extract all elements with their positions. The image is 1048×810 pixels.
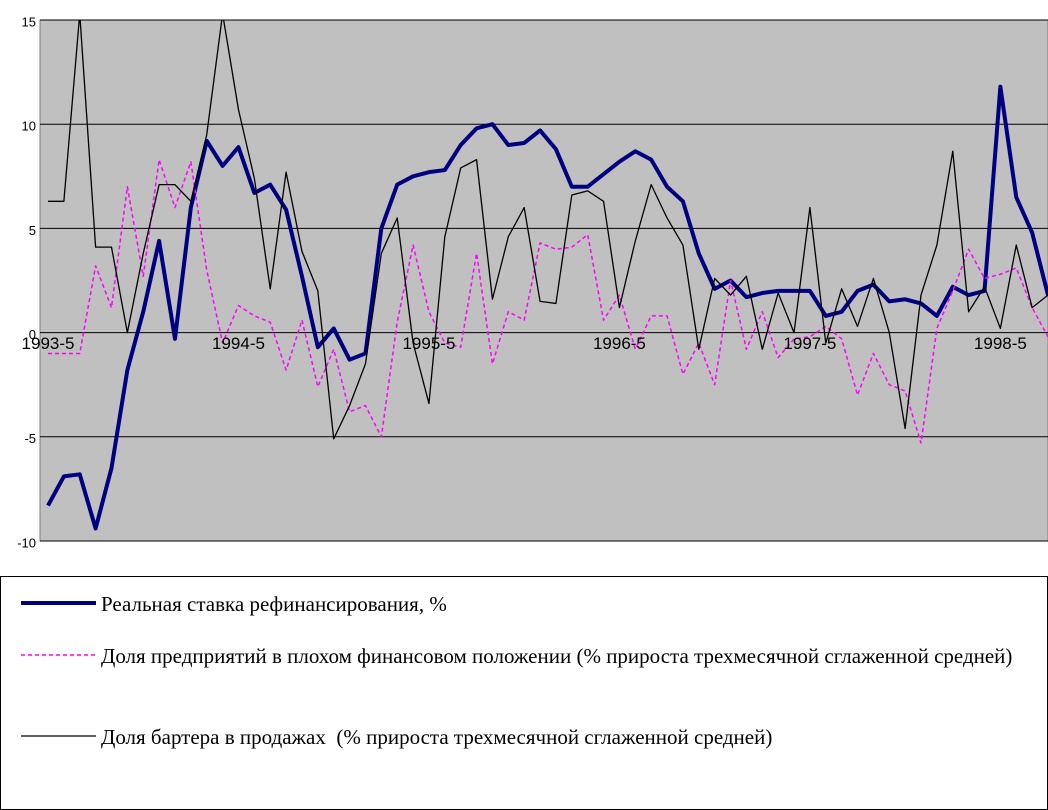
x-tick-label: 1995-5 [402, 334, 455, 353]
series-line [46, 84, 1048, 531]
x-tick-label: 1994-5 [212, 334, 265, 353]
y-tick-label: -5 [24, 431, 36, 446]
x-tick-label: 1993-5 [22, 334, 75, 353]
legend-label: Доля бартера в продажах (% прироста трех… [101, 725, 773, 749]
legend-swatch [21, 735, 96, 737]
legend-item: Доля предприятий в плохом финансовом пол… [1, 641, 1041, 671]
plot-lines [46, 20, 1048, 531]
legend-item: Реальная ставка рефинансирования, % [1, 589, 1041, 619]
legend-label: Реальная ставка рефинансирования, % [101, 592, 447, 616]
legend-item: Доля бартера в продажах (% прироста трех… [1, 722, 1041, 752]
legend-label: Доля предприятий в плохом финансовом пол… [101, 644, 1013, 668]
series-line [48, 158, 1048, 444]
legend-swatch [21, 601, 96, 605]
legend: Реальная ставка рефинансирования, % Доля … [0, 576, 1048, 810]
series-line [48, 20, 1048, 440]
y-tick-label: -10 [17, 535, 36, 550]
x-tick-label: 1997-5 [783, 334, 836, 353]
x-tick-label: 1996-5 [593, 334, 646, 353]
y-tick-label: 5 [29, 223, 36, 238]
chart: -10 -5 0 5 10 15 1993-5 1994-5 1995-5 1996-5 1997-… [17, 14, 1048, 550]
y-tick-label: 15 [22, 14, 36, 29]
x-tick-label: 1998-5 [974, 334, 1027, 353]
legend-swatch [21, 654, 96, 656]
y-tick-label: 0 [29, 327, 36, 342]
y-tick-label: 10 [22, 119, 36, 134]
plot-area [39, 19, 1048, 542]
